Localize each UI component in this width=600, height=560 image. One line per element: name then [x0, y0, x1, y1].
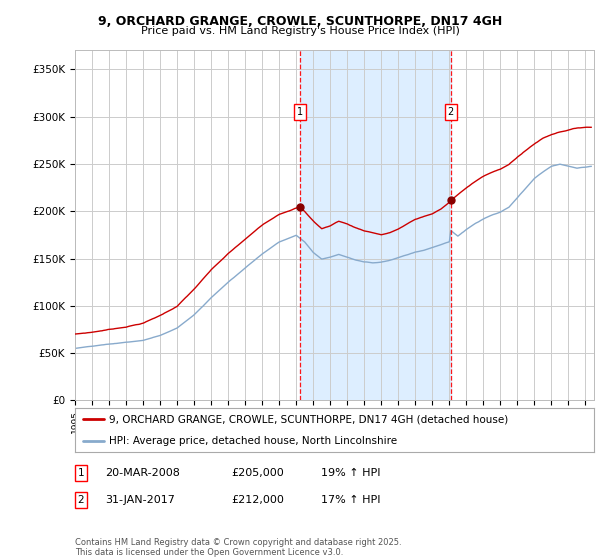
Text: 1: 1 [77, 468, 85, 478]
Text: 19% ↑ HPI: 19% ↑ HPI [321, 468, 380, 478]
Text: 9, ORCHARD GRANGE, CROWLE, SCUNTHORPE, DN17 4GH (detached house): 9, ORCHARD GRANGE, CROWLE, SCUNTHORPE, D… [109, 414, 508, 424]
Text: 2: 2 [77, 495, 85, 505]
Bar [300, 50, 451, 400]
Text: 9, ORCHARD GRANGE, CROWLE, SCUNTHORPE, DN17 4GH: 9, ORCHARD GRANGE, CROWLE, SCUNTHORPE, D… [98, 15, 502, 28]
Text: 17% ↑ HPI: 17% ↑ HPI [321, 495, 380, 505]
Text: £205,000: £205,000 [231, 468, 284, 478]
Text: HPI: Average price, detached house, North Lincolnshire: HPI: Average price, detached house, Nort… [109, 436, 397, 446]
Text: 31-JAN-2017: 31-JAN-2017 [105, 495, 175, 505]
Text: 20-MAR-2008: 20-MAR-2008 [105, 468, 180, 478]
Text: Price paid vs. HM Land Registry's House Price Index (HPI): Price paid vs. HM Land Registry's House … [140, 26, 460, 36]
Text: 1: 1 [297, 107, 303, 117]
Text: Contains HM Land Registry data © Crown copyright and database right 2025.
This d: Contains HM Land Registry data © Crown c… [75, 538, 401, 557]
Text: £212,000: £212,000 [231, 495, 284, 505]
Text: 2: 2 [448, 107, 454, 117]
